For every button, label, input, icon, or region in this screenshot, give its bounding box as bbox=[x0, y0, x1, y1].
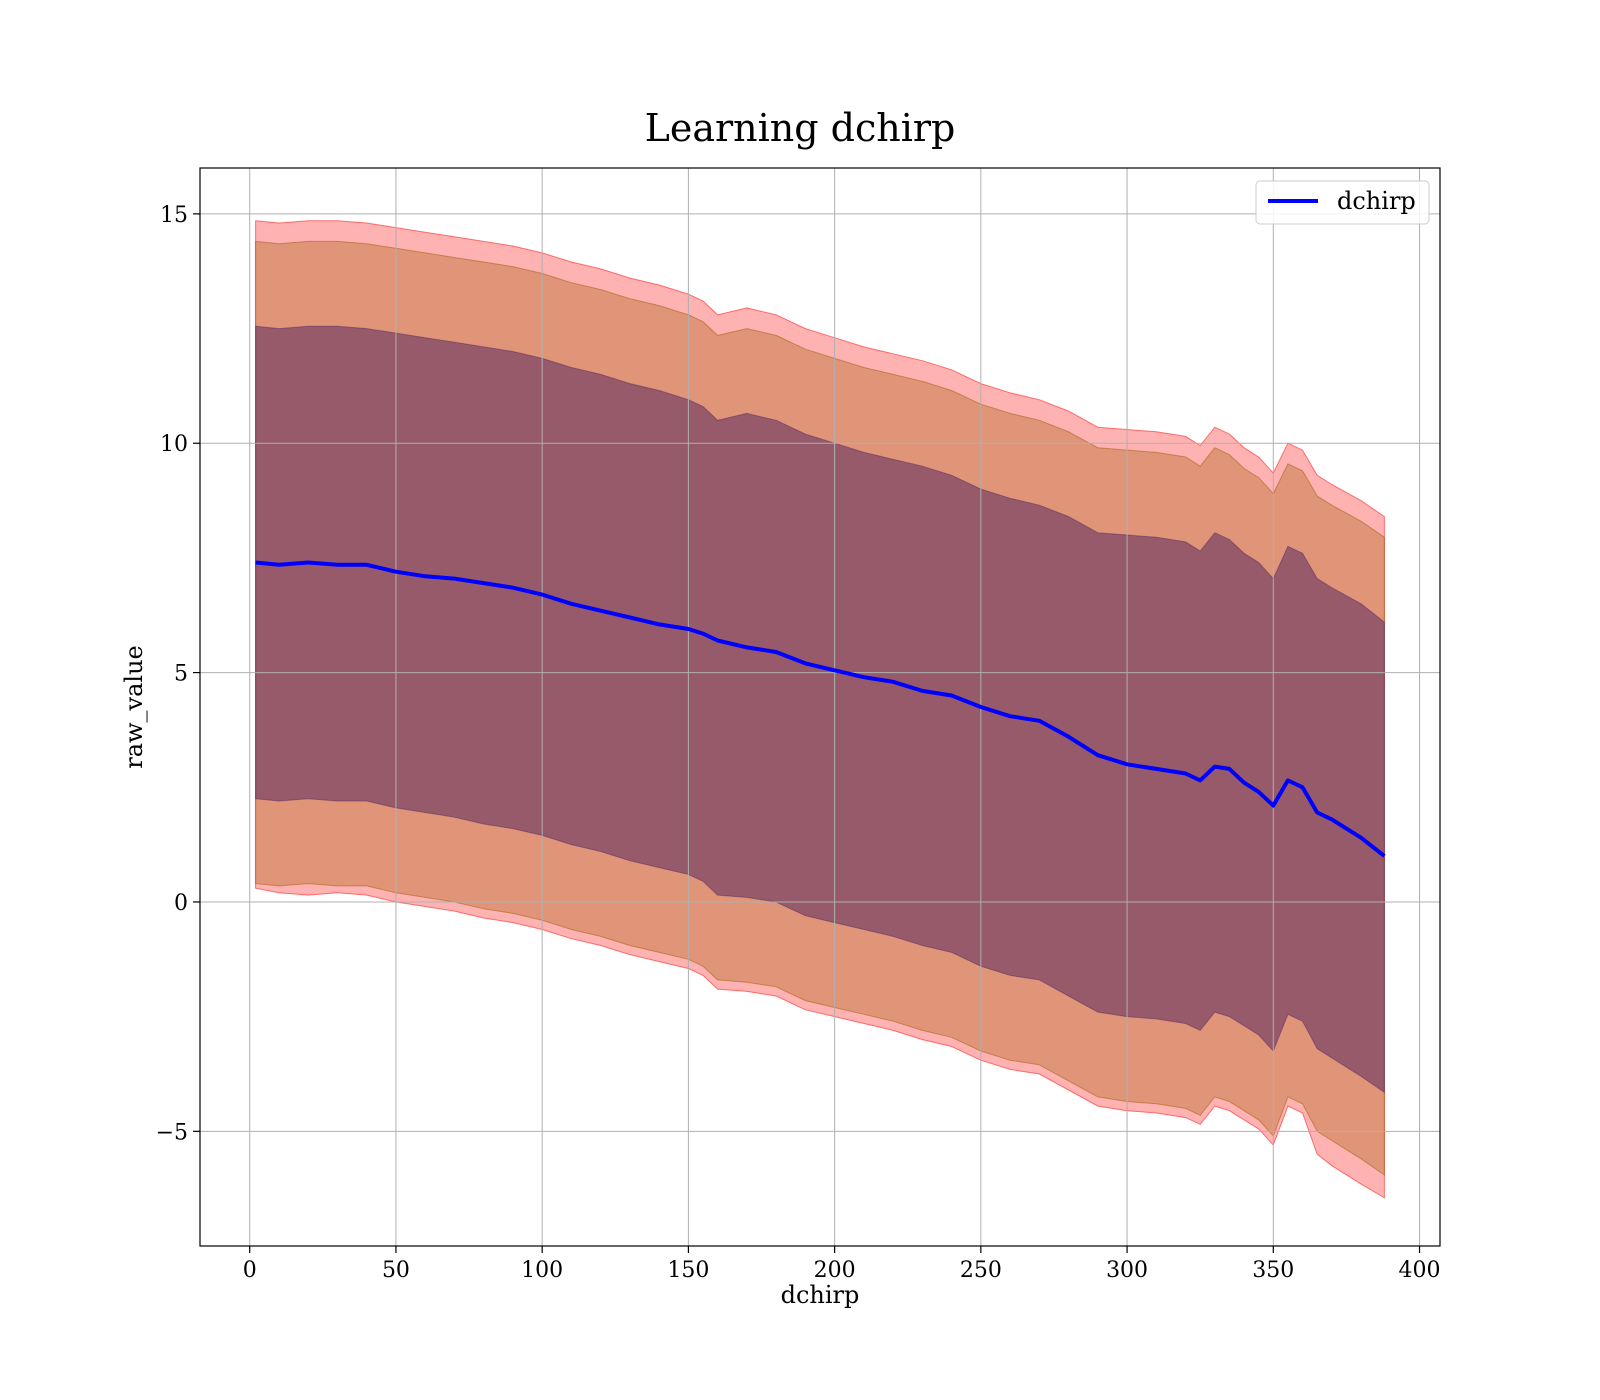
y-axis-label: raw_value bbox=[120, 645, 148, 769]
legend-label-dchirp: dchirp bbox=[1337, 187, 1416, 215]
plot-area-frame bbox=[199, 167, 1441, 1247]
x-tick-label: 350 bbox=[1252, 1258, 1294, 1283]
x-tick-label: 200 bbox=[814, 1258, 856, 1283]
grid-lines bbox=[200, 168, 1440, 1246]
legend: dchirp bbox=[1255, 180, 1430, 225]
x-tick-label: 0 bbox=[243, 1258, 257, 1283]
band-inner bbox=[255, 325, 1385, 1094]
legend-box bbox=[1255, 180, 1430, 225]
series-lines bbox=[255, 560, 1386, 858]
confidence-bands bbox=[255, 220, 1385, 1199]
y-tick-label: 10 bbox=[160, 432, 188, 457]
y-tick-label: 5 bbox=[174, 662, 188, 687]
x-axis-ticks: 0 50 100 150 200 250 300 350 400 bbox=[243, 1246, 1441, 1283]
y-tick-label: 0 bbox=[174, 891, 188, 916]
x-tick-label: 250 bbox=[960, 1258, 1002, 1283]
series-line-dchirp bbox=[255, 560, 1386, 858]
x-tick-label: 100 bbox=[521, 1258, 563, 1283]
y-tick-label: −5 bbox=[156, 1120, 188, 1145]
x-tick-label: 300 bbox=[1106, 1258, 1148, 1283]
x-tick-label: 400 bbox=[1399, 1258, 1441, 1283]
y-tick-label: 15 bbox=[160, 203, 188, 228]
x-tick-label: 50 bbox=[382, 1258, 410, 1283]
chart-title: Learning dchirp bbox=[645, 106, 956, 150]
y-axis-ticks: −5 0 5 10 15 bbox=[156, 203, 200, 1145]
x-tick-label: 150 bbox=[667, 1258, 709, 1283]
x-axis-label: dchirp bbox=[781, 1281, 860, 1309]
